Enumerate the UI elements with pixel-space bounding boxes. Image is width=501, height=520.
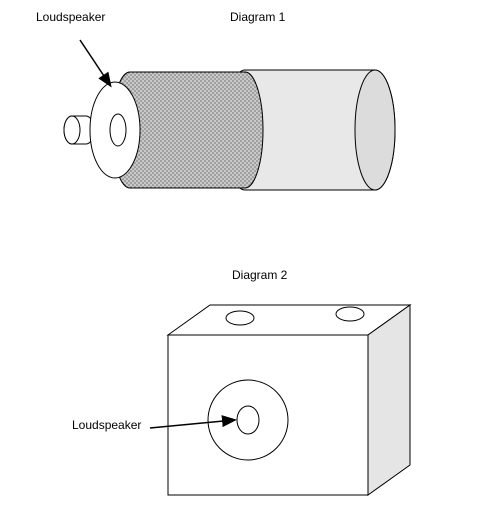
diagram1-speaker-back-cap	[64, 116, 80, 144]
diagram1-speaker-disc	[90, 82, 140, 178]
diagram2	[150, 305, 410, 495]
diagram2-top-hole-1	[226, 311, 254, 325]
diagram2-top-hole-2	[336, 307, 364, 321]
diagram1-smooth-cylinder-cap	[355, 70, 395, 190]
diagram2-box-right	[368, 305, 410, 495]
diagram2-speaker-inner	[237, 406, 259, 434]
diagram1-arrow	[80, 40, 110, 85]
diagram1	[64, 40, 395, 190]
diagram-canvas	[0, 0, 501, 520]
